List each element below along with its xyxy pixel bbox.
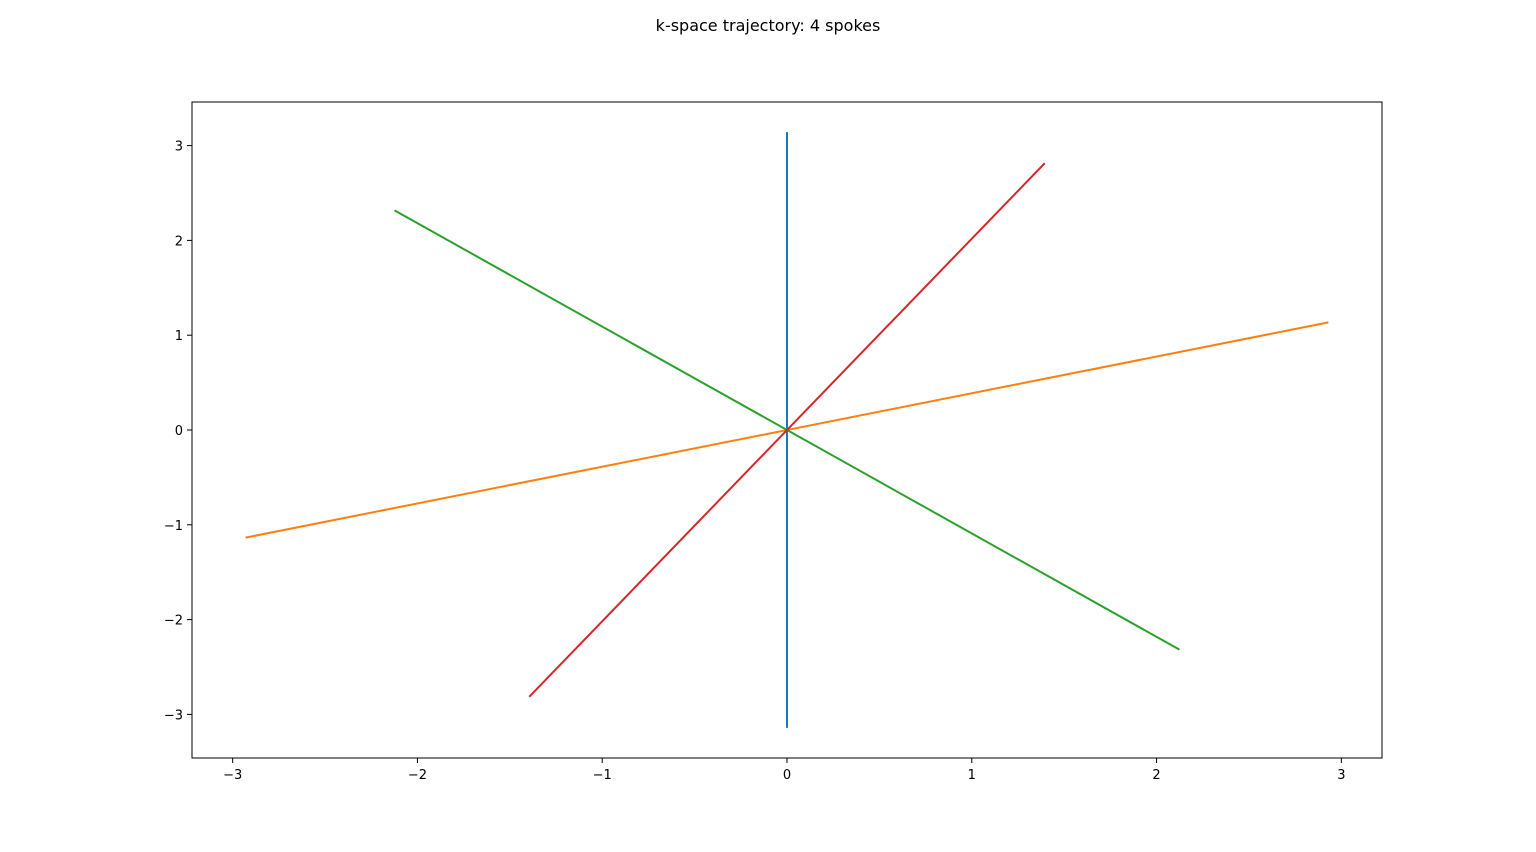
x-tick-label: −2: [408, 768, 427, 783]
y-tick-label: −1: [164, 519, 183, 534]
y-tick-label: 3: [175, 140, 183, 155]
x-tick-label: −1: [593, 768, 612, 783]
y-axis: −3 −2 −1 0 1 2 3: [164, 140, 192, 723]
axes-frame: [191, 101, 1383, 759]
y-tick-label: −3: [164, 708, 183, 723]
x-tick-label: 1: [968, 768, 976, 783]
y-tick-label: 1: [175, 329, 183, 344]
y-tick-label: 0: [175, 424, 183, 439]
x-tick-label: 0: [783, 768, 791, 783]
y-tick-label: −2: [164, 614, 183, 629]
x-tick-label: 2: [1152, 768, 1160, 783]
chart-title: k-space trajectory: 4 spokes: [656, 16, 881, 35]
x-tick-label: −3: [223, 768, 242, 783]
x-axis: −3 −2 −1 0 1 2 3: [223, 758, 1345, 783]
x-tick-label: 3: [1337, 768, 1345, 783]
y-tick-label: 2: [175, 234, 183, 249]
series-line-4: [528, 162, 1046, 698]
series-layer: [245, 132, 1329, 728]
